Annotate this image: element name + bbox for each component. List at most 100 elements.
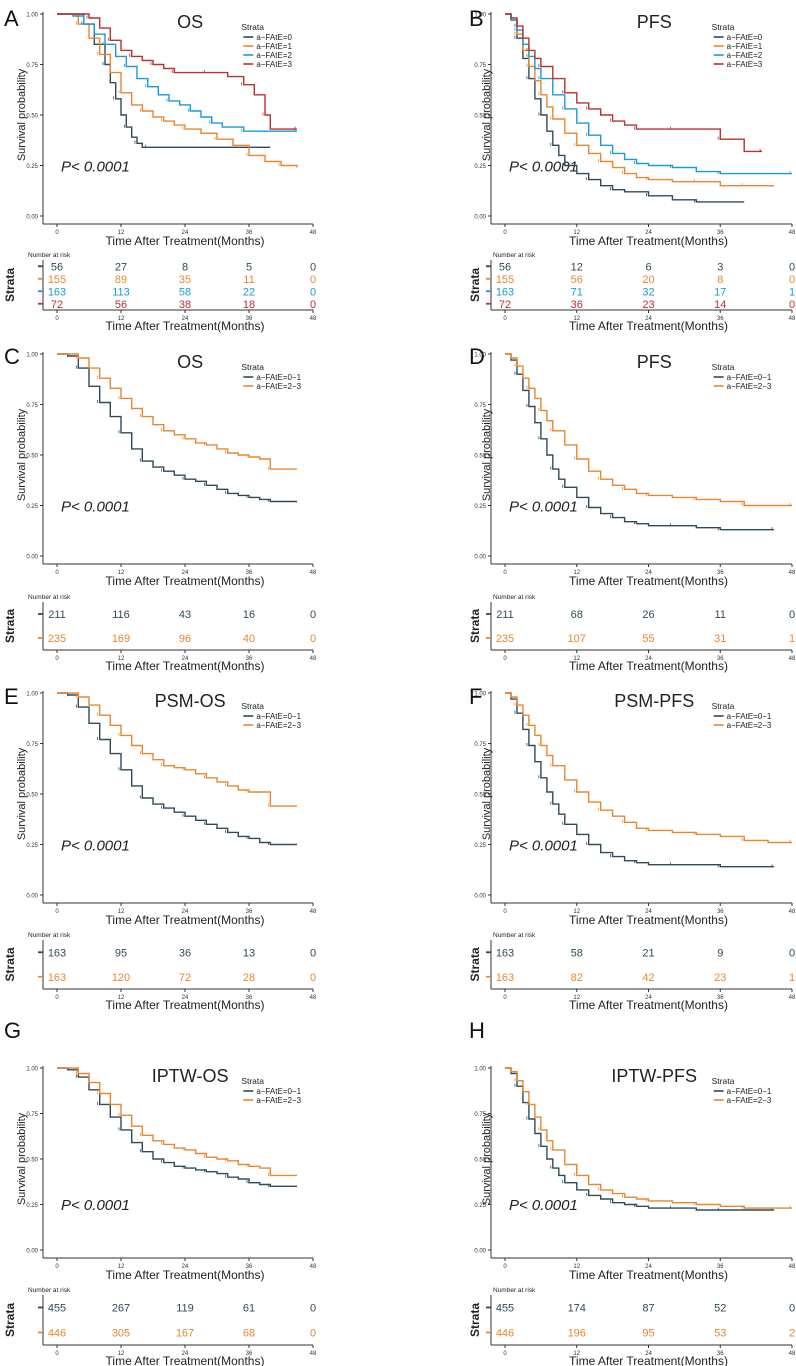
x-tick-label: 48 <box>789 570 796 576</box>
x-tick-label: 0 <box>503 570 507 576</box>
legend-entry: a−FAtE=0−1 <box>727 373 772 382</box>
panel-letter: H <box>469 1018 485 1043</box>
x-tick-label: 36 <box>246 909 253 915</box>
y-tick-label: 0.25 <box>26 164 38 170</box>
legend-title: Strata <box>241 701 264 711</box>
y-tick-label: 0.00 <box>26 894 38 900</box>
x-tick-label: 48 <box>789 1264 796 1270</box>
km-curve-series-3 <box>57 13 297 130</box>
risk-count: 113 <box>112 286 130 298</box>
risk-x-tick-label: 0 <box>503 1351 507 1357</box>
x-tick-label: 24 <box>182 230 189 236</box>
y-tick-label: 0.25 <box>26 843 38 849</box>
risk-x-tick-label: 48 <box>310 656 317 662</box>
risk-count: 211 <box>48 609 66 621</box>
risk-count: 0 <box>310 1328 316 1340</box>
legend-entry: a−FAtE=2−3 <box>727 1096 772 1105</box>
y-tick-label: 0.00 <box>26 555 38 561</box>
risk-count: 12 <box>571 261 583 273</box>
risk-count: 72 <box>499 299 511 311</box>
risk-count: 68 <box>243 1328 255 1340</box>
y-tick-label: 0.75 <box>26 742 38 748</box>
x-tick-label: 12 <box>118 909 125 915</box>
risk-x-tick-label: 36 <box>246 316 253 322</box>
risk-count: 446 <box>48 1328 66 1340</box>
panel-letter: A <box>4 6 19 31</box>
y-axis-label: Survival probability <box>481 408 493 501</box>
legend-entry: a−FAtE=1 <box>727 42 763 51</box>
risk-count: 23 <box>642 299 654 311</box>
chart-title: PFS <box>637 12 672 32</box>
y-tick-label: 0.75 <box>474 403 486 409</box>
legend-entry: a−FAtE=2−3 <box>256 382 301 391</box>
risk-strata-label: Strata <box>3 268 17 302</box>
km-curve-series-1 <box>57 13 298 168</box>
y-tick-label: 1.00 <box>26 1067 38 1073</box>
risk-table-title: Number at risk <box>493 1287 536 1294</box>
panel-letter: B <box>469 6 484 31</box>
legend-entry: a−FAtE=2−3 <box>727 721 772 730</box>
y-tick-label: 0.75 <box>26 63 38 69</box>
panel-h: H 0.00 0.25 0.50 0.75 1.00 0 12 24 36 48 Time After… <box>468 1018 796 1366</box>
x-tick-label: 12 <box>573 909 580 915</box>
risk-x-tick-label: 0 <box>55 995 59 1001</box>
x-tick-label: 0 <box>503 1264 507 1270</box>
legend-entry: a−FAtE=2−3 <box>256 721 301 730</box>
legend-entry: a−FAtE=0−1 <box>727 712 772 721</box>
x-tick-label: 48 <box>310 570 317 576</box>
risk-count: 11 <box>243 274 254 286</box>
risk-x-tick-label: 0 <box>55 316 59 322</box>
p-value: P< 0.0001 <box>61 1197 130 1214</box>
risk-count: 119 <box>176 1303 194 1315</box>
risk-count: 20 <box>642 274 654 286</box>
x-tick-label: 36 <box>246 230 253 236</box>
x-tick-label: 36 <box>717 570 724 576</box>
risk-count: 8 <box>182 261 188 273</box>
risk-x-tick-label: 12 <box>573 995 580 1001</box>
risk-count: 0 <box>310 972 316 984</box>
risk-count: 68 <box>571 609 583 621</box>
y-tick-label: 0.75 <box>26 1112 38 1118</box>
risk-count: 455 <box>48 1303 66 1315</box>
km-curve-series-0 <box>57 1067 297 1187</box>
x-tick-label: 48 <box>789 230 796 236</box>
risk-count: 5 <box>246 261 252 273</box>
risk-count: 13 <box>243 947 255 959</box>
risk-count: 56 <box>115 299 127 311</box>
risk-count: 120 <box>112 972 130 984</box>
risk-count: 17 <box>714 286 726 298</box>
risk-count: 155 <box>48 274 66 286</box>
risk-x-axis-label: Time After Treatment(Months) <box>569 319 728 333</box>
y-tick-label: 0.75 <box>474 1112 486 1118</box>
y-tick-label: 0.75 <box>474 63 486 69</box>
legend-entry: a−FAtE=3 <box>256 60 292 69</box>
risk-count: 6 <box>645 261 651 273</box>
y-tick-label: 1.00 <box>26 353 38 359</box>
risk-count: 22 <box>243 286 255 298</box>
panel-d: D 0.00 0.25 0.50 0.75 1.00 0 12 24 36 48 Time After… <box>468 344 796 673</box>
risk-x-tick-label: 0 <box>55 1351 59 1357</box>
x-tick-label: 12 <box>118 1264 125 1270</box>
x-tick-label: 12 <box>573 570 580 576</box>
y-axis-label: Survival probability <box>16 747 28 840</box>
chart-title: IPTW-OS <box>152 1066 229 1086</box>
risk-count: 14 <box>714 299 726 311</box>
risk-count: 43 <box>179 609 191 621</box>
risk-count: 21 <box>642 947 654 959</box>
risk-table-title: Number at risk <box>493 594 536 601</box>
y-tick-label: 0.00 <box>26 1249 38 1255</box>
risk-count: 3 <box>717 261 723 273</box>
risk-count: 35 <box>179 274 191 286</box>
legend-entry: a−FAtE=3 <box>727 60 763 69</box>
km-curve-series-0 <box>57 353 297 503</box>
x-axis-label: Time After Treatment(Months) <box>106 913 265 927</box>
x-tick-label: 36 <box>717 909 724 915</box>
risk-x-tick-label: 24 <box>645 995 652 1001</box>
legend-entry: a−FAtE=2 <box>727 51 763 60</box>
y-axis-label: Survival probability <box>16 408 28 501</box>
risk-count: 27 <box>115 261 127 273</box>
risk-count: 107 <box>568 633 586 645</box>
risk-count: 2 <box>789 1328 795 1340</box>
risk-x-tick-label: 0 <box>503 656 507 662</box>
